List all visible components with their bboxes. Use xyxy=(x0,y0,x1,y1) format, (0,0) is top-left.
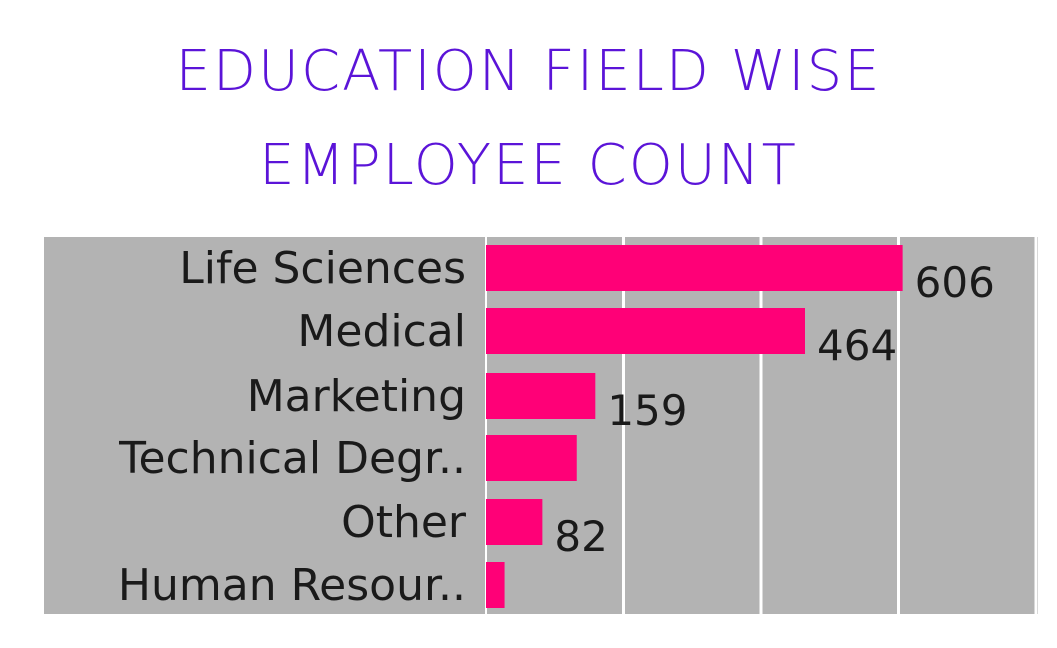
labels: Life Sciences 606 Medical 464 Marketing 159 Te… xyxy=(118,243,995,611)
value-label: 606 xyxy=(915,258,995,307)
bar-5 xyxy=(486,562,505,608)
category-label: Life Sciences xyxy=(179,243,466,294)
category-label: Technical Degr.. xyxy=(118,433,466,484)
bar-4 xyxy=(486,499,543,545)
category-label: Human Resour.. xyxy=(118,560,466,611)
plot-background xyxy=(44,237,1038,614)
bar-2 xyxy=(486,373,596,419)
value-label: 464 xyxy=(817,321,897,370)
chart-title-line-1: EDUCATION FIELD WISE xyxy=(175,39,882,104)
gridlines xyxy=(485,237,1038,614)
bar-3 xyxy=(486,435,577,481)
value-label: 159 xyxy=(607,386,687,435)
category-label: Marketing xyxy=(247,371,466,422)
category-label: Other xyxy=(341,497,467,548)
bar-1 xyxy=(486,308,805,354)
bar-0 xyxy=(486,245,903,291)
category-label: Medical xyxy=(297,306,466,357)
chart-title-line-2: EMPLOYEE COUNT xyxy=(259,133,798,198)
value-label: 82 xyxy=(554,512,607,561)
bars xyxy=(486,245,903,608)
